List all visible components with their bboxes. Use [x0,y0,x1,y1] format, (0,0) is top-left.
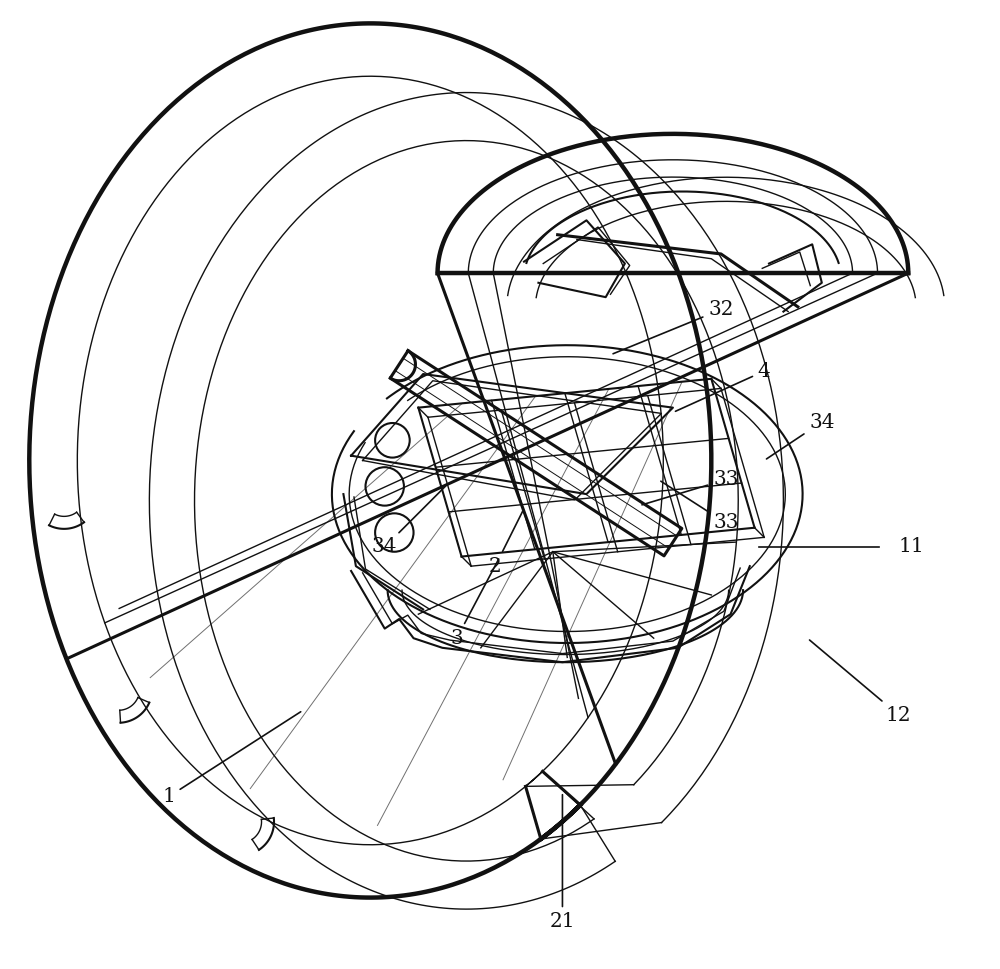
Text: 3: 3 [450,559,499,647]
Text: 11: 11 [899,538,924,556]
Text: 21: 21 [550,795,575,931]
Text: 34: 34 [766,413,835,459]
Text: 4: 4 [675,361,771,411]
Text: 12: 12 [810,640,911,725]
Text: 33: 33 [661,482,739,532]
Text: 1: 1 [162,712,301,806]
Text: 2: 2 [489,511,523,576]
Text: 33: 33 [642,470,739,505]
Text: 32: 32 [613,300,734,354]
Text: 34: 34 [372,486,445,556]
